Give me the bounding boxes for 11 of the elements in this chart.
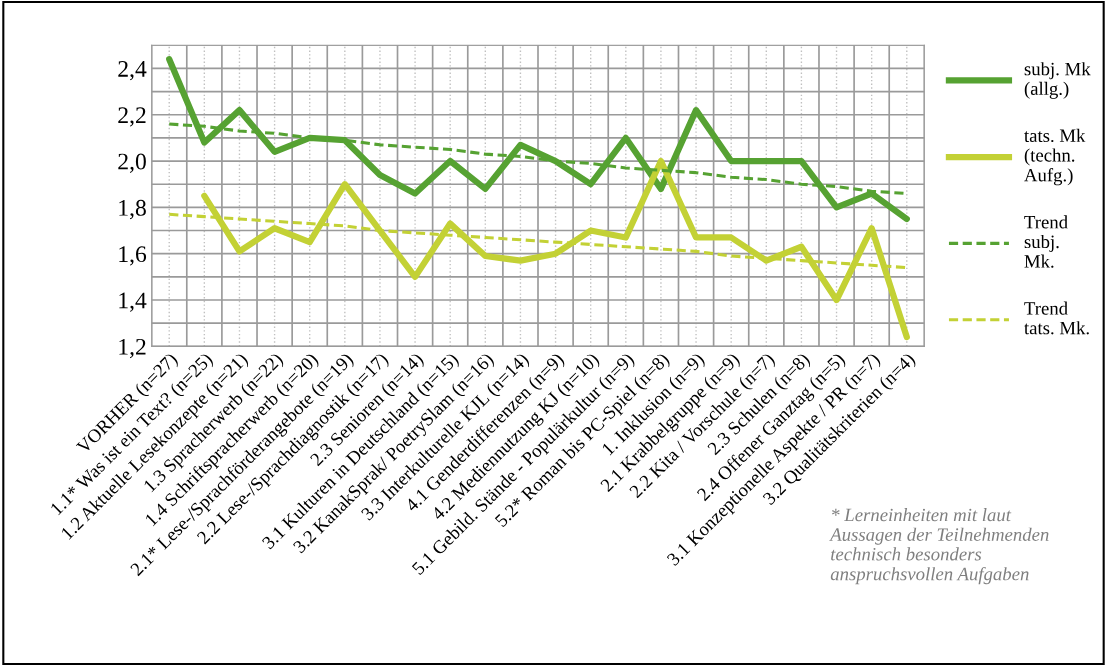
y-tick-label: 2,4 (118, 61, 147, 81)
y-tick-label: 2,0 (118, 153, 146, 173)
y-tick-label: 1,8 (119, 199, 146, 220)
y-tick-label: 1,4 (119, 292, 147, 312)
legend-label: subj. Mk (allg.) (1024, 62, 1091, 99)
y-tick-label: 1,6 (119, 246, 147, 266)
text: * Lerneinheiten mit laut Aussagen der Teilnehmenden technisch besonders anspruchsvollen Aufgaben (829, 508, 1049, 585)
legend-label: tats. Mk (techn. Aufg.) (1024, 128, 1086, 186)
legend-label: Trend tats. Mk. (1024, 301, 1089, 335)
legend-label: Trend subj. Mk. (1024, 215, 1068, 268)
y-tick-label: 2,2 (118, 107, 146, 127)
